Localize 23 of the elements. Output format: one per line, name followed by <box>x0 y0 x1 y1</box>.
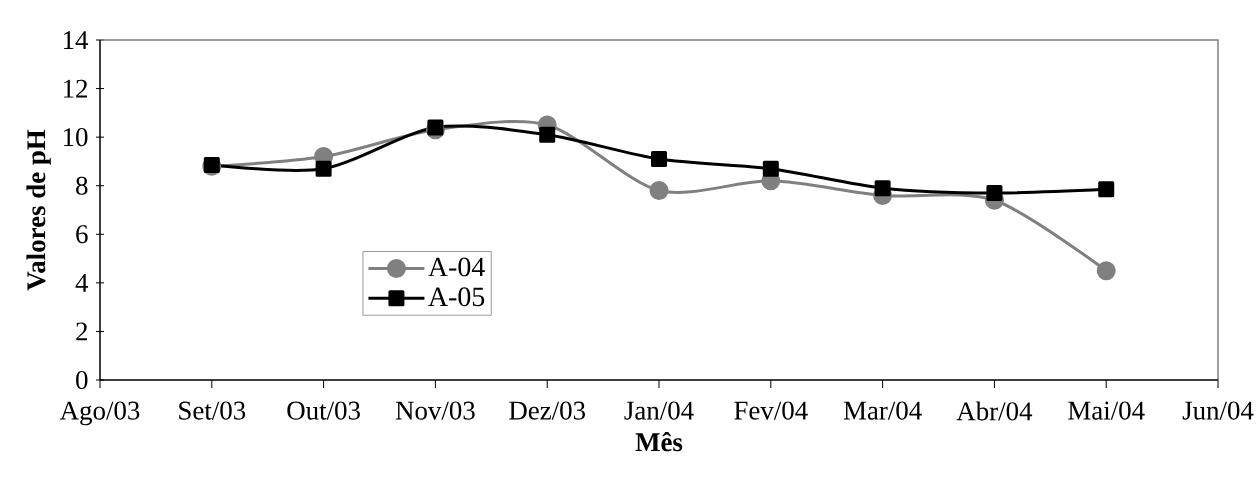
y-tick-label: 6 <box>76 225 88 244</box>
x-tick-label: Jan/04 <box>624 401 694 420</box>
y-tick-label: 0 <box>76 370 88 390</box>
y-tick-label: 10 <box>63 128 88 147</box>
legend-label: A-04 <box>428 257 485 277</box>
y-tick-label: 2 <box>76 322 88 341</box>
y-tick-label: 14 <box>63 31 89 49</box>
x-tick-label: Out/03 <box>287 401 360 420</box>
x-tick-label: Abr/04 <box>956 401 1033 421</box>
x-tick-label: Nov/03 <box>395 401 475 420</box>
x-tick-label: Mai/04 <box>1068 401 1145 420</box>
y-tick-label: 4 <box>75 274 89 292</box>
x-tick-label: Fev/04 <box>734 401 808 420</box>
x-tick-label: Ago/03 <box>59 401 140 426</box>
x-tick-label: Set/03 <box>179 401 246 420</box>
legend-label: A-05 <box>428 287 485 307</box>
x-tick-label: Dez/03 <box>509 401 586 420</box>
y-tick-label: 12 <box>63 79 88 98</box>
y-axis-title: Valores de pH <box>26 129 51 291</box>
x-tick-label: Jun/04 <box>1182 401 1254 420</box>
y-tick-label: 8 <box>76 176 88 195</box>
x-tick-label: Mar/04 <box>843 401 922 420</box>
x-axis-title: Mês <box>635 432 683 452</box>
